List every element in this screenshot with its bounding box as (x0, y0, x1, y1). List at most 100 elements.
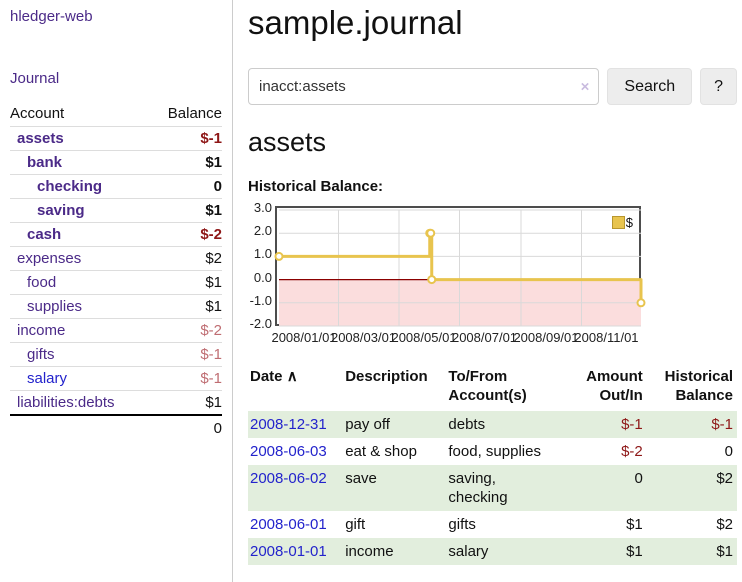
account-balance: $-1 (200, 370, 222, 387)
transaction-amount: 0 (634, 470, 643, 487)
transaction-date-link[interactable]: 2008-12-31 (250, 416, 327, 433)
date-header-label: Date (250, 368, 283, 385)
chart-canvas (274, 209, 646, 327)
transaction-accounts: debts (448, 416, 486, 433)
account-balance: 0 (213, 178, 222, 195)
account-link[interactable]: expenses (17, 250, 82, 267)
account-balance: $2 (205, 250, 222, 267)
transaction-description: eat & shop (345, 443, 417, 460)
transaction-date-link[interactable]: 2008-06-03 (250, 443, 327, 460)
search-box: × (248, 68, 600, 105)
y-tick-label: 2.0 (253, 223, 272, 239)
search-form: × Search ? (248, 68, 737, 105)
account-balance: $-2 (200, 226, 222, 243)
transaction-date-link[interactable]: 2008-01-01 (250, 543, 327, 560)
y-tick-label: 0.0 (253, 269, 272, 285)
account-row: cash $-2 (10, 223, 222, 247)
transaction-row: 2008-12-31 pay off debts $-1 $-1 (248, 411, 737, 438)
transaction-description: save (345, 470, 377, 487)
account-link[interactable]: supplies (27, 298, 83, 315)
help-button[interactable]: ? (700, 68, 737, 105)
transaction-description: pay off (345, 416, 390, 433)
account-balance: $-1 (200, 346, 222, 363)
search-input[interactable] (248, 68, 600, 105)
account-row: income $-2 (10, 319, 222, 343)
main-panel: sample.journal × Search ? assets Histori… (233, 0, 742, 582)
search-button[interactable]: Search (607, 68, 693, 105)
chart-title: Historical Balance: (248, 178, 384, 195)
x-tick-label: 2008/01/01 (271, 330, 337, 345)
sidebar: hledger-web Journal Account Balance asse… (0, 0, 233, 582)
account-link[interactable]: cash (27, 226, 62, 243)
y-tick-label: 3.0 (253, 200, 272, 215)
account-row: gifts $-1 (10, 343, 222, 367)
transaction-accounts: food, supplies (448, 443, 541, 460)
account-row: liabilities:debts $1 (10, 391, 222, 415)
account-row: bank $1 (10, 151, 222, 175)
x-tick-label: 2008/05/01 (391, 330, 457, 345)
brand-link[interactable]: hledger-web (10, 8, 93, 25)
account-link[interactable]: income (17, 322, 66, 339)
accounts-header-account: Account (10, 105, 65, 122)
legend-swatch-icon (611, 216, 625, 229)
register-header-description: Description (345, 368, 428, 385)
accounts-total-value: 0 (213, 420, 222, 437)
transaction-date-link[interactable]: 2008-06-02 (250, 470, 327, 487)
transaction-amount: $1 (626, 516, 643, 533)
x-axis-labels: 2008/01/01 2008/03/01 2008/05/01 2008/07/01… (271, 328, 737, 348)
transaction-balance: $1 (716, 543, 733, 560)
chart-plot-area[interactable]: $ (274, 206, 646, 327)
x-tick-label: 2008/07/01 (451, 330, 518, 345)
chart-legend: $ (611, 215, 633, 230)
accounts-header-row: Account Balance (10, 102, 222, 127)
account-row: salary $-1 (10, 367, 222, 391)
account-row: supplies $1 (10, 295, 222, 319)
y-tick-label: -1.0 (249, 292, 272, 308)
y-tick-label: 1.0 (253, 246, 272, 262)
account-link[interactable]: gifts (27, 346, 55, 363)
transaction-row: 2008-06-03 eat & shop food, supplies $-2… (248, 438, 737, 465)
register-header-date[interactable]: Date ∧ (248, 365, 343, 411)
account-balance: $1 (205, 394, 222, 411)
account-row: expenses $2 (10, 247, 222, 271)
page-title: sample.journal (248, 4, 463, 41)
transaction-balance: $2 (716, 470, 733, 487)
transaction-accounts: salary (448, 543, 489, 560)
register-table: Date ∧ Description To/From Account(s) Am… (248, 365, 737, 565)
account-link[interactable]: salary (27, 370, 68, 387)
account-link[interactable]: assets (17, 130, 64, 147)
transaction-accounts: saving, checking (448, 470, 508, 506)
account-heading: assets (248, 127, 327, 157)
transaction-description: income (345, 543, 394, 560)
transaction-accounts: gifts (448, 516, 476, 533)
account-row: checking 0 (10, 175, 222, 199)
account-link[interactable]: liabilities:debts (17, 394, 115, 411)
account-balance: $1 (205, 154, 222, 171)
accounts-table: Account Balance assets $-1 bank $1 check… (10, 102, 222, 441)
account-balance: $1 (205, 202, 222, 219)
account-link[interactable]: food (27, 274, 57, 291)
historical-balance-chart: 3.0 2.0 1.0 0.0 -1.0 -2.0 $ 2008/01/01 2008/03… (248, 201, 737, 348)
transaction-row: 2008-01-01 income salary $1 $1 (248, 538, 737, 565)
transaction-amount: $-2 (621, 443, 643, 460)
x-tick-label: 2008/09/01 (513, 330, 579, 345)
clear-search-icon[interactable]: × (580, 78, 590, 95)
register-header-accounts: To/From Account(s) (448, 368, 527, 404)
register-header-row: Date ∧ Description To/From Account(s) Am… (248, 365, 737, 411)
account-row: saving $1 (10, 199, 222, 223)
register-header-amount: Amount Out/In (586, 368, 643, 404)
account-link[interactable]: bank (27, 154, 63, 171)
transaction-amount: $1 (626, 543, 643, 560)
accounts-total-row: 0 (10, 415, 222, 441)
transaction-date-link[interactable]: 2008-06-01 (250, 516, 327, 533)
nav-journal-link[interactable]: Journal (10, 70, 60, 87)
transaction-row: 2008-06-02 save saving, checking 0 $2 (248, 465, 737, 511)
transaction-row: 2008-06-01 gift gifts $1 $2 (248, 511, 737, 538)
sort-ascending-icon: ∧ (286, 368, 298, 385)
account-link[interactable]: checking (37, 178, 103, 195)
account-row: assets $-1 (10, 127, 222, 151)
transaction-balance: $-1 (711, 416, 733, 433)
transaction-balance: 0 (724, 443, 733, 460)
account-link[interactable]: saving (37, 202, 85, 219)
account-balance: $1 (205, 274, 222, 291)
